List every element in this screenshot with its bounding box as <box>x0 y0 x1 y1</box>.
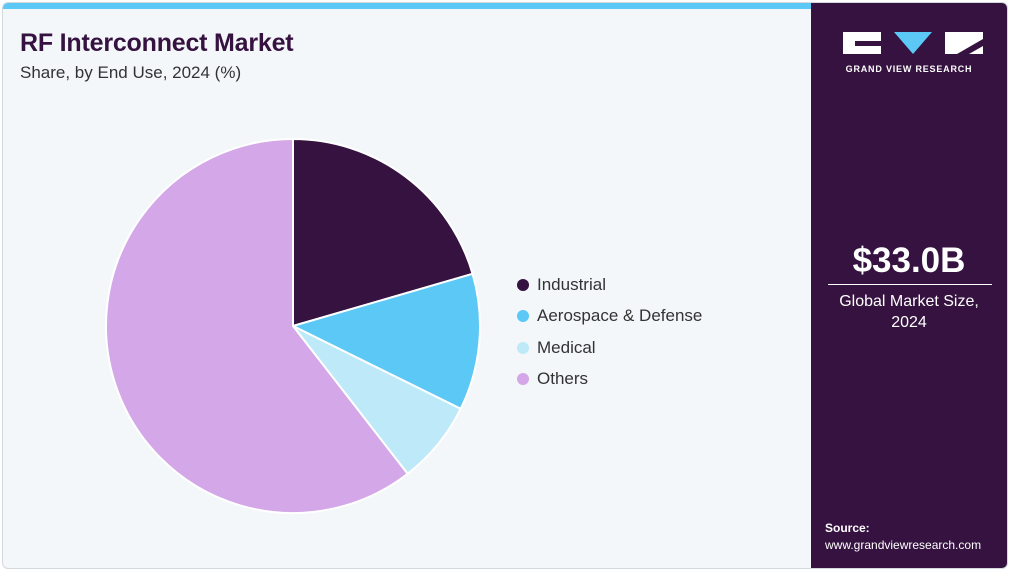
info-sidebar: GRAND VIEW RESEARCH $33.0B Global Market… <box>811 3 1007 568</box>
brand-name: GRAND VIEW RESEARCH <box>845 64 973 74</box>
grand-view-research-logo-icon <box>843 32 983 54</box>
pie-slice-others <box>104 137 410 514</box>
pie-slice-aerospace-defense <box>290 272 481 411</box>
legend-swatch <box>517 373 529 386</box>
source-label: Source: <box>825 521 870 535</box>
chart-title: RF Interconnect Market <box>20 29 294 57</box>
divider <box>828 284 992 285</box>
pie-chart <box>104 137 481 514</box>
legend-item-aerospace-defense: Aerospace & Defense <box>517 301 702 333</box>
chart-subtitle: Share, by End Use, 2024 (%) <box>20 63 242 82</box>
legend-swatch <box>517 310 529 323</box>
market-size-label-line1: Global Market Size, <box>839 293 979 310</box>
legend-item-industrial: Industrial <box>517 269 702 301</box>
legend-label: Others <box>537 369 589 389</box>
legend-label: Medical <box>537 337 596 357</box>
legend-item-others: Others <box>517 364 702 396</box>
legend-swatch <box>517 278 529 291</box>
chart-legend: Industrial Aerospace & Defense Medical Othe… <box>517 269 702 395</box>
legend-label: Aerospace & Defense <box>537 306 703 326</box>
pie-slice-industrial <box>292 137 474 328</box>
source-link[interactable]: www.grandviewresearch.com <box>825 538 982 552</box>
market-size-label: Global Market Size, 2024 <box>811 291 1007 333</box>
legend-item-medical: Medical <box>517 332 702 364</box>
legend-label: Industrial <box>537 274 606 294</box>
market-size-label-line2: 2024 <box>891 314 927 331</box>
legend-swatch <box>517 341 529 354</box>
accent-bar <box>3 3 811 9</box>
market-size-value: $33.0B <box>852 241 966 280</box>
